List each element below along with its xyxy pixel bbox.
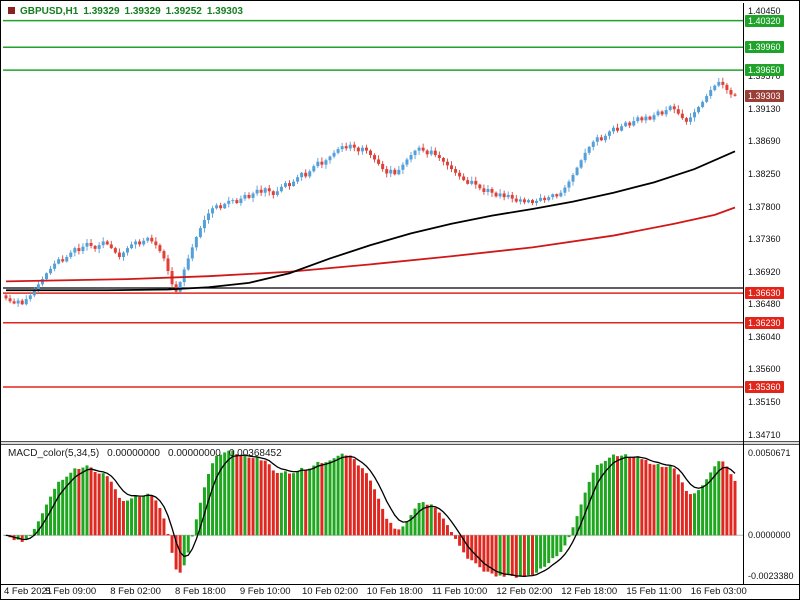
macd-tick-label: 0.0050671 (748, 448, 791, 458)
price-chart[interactable] (3, 3, 743, 441)
time-label: 12 Feb 18:00 (561, 586, 618, 597)
time-label: 4 Feb 2021 (4, 586, 53, 597)
price-tick-label: 1.39130 (748, 103, 781, 114)
time-axis[interactable]: 4 Feb 2021 5 Feb 09:00 8 Feb 02:00 8 Feb 18… (3, 586, 799, 599)
price-chart-pane[interactable] (3, 3, 743, 441)
ma-red-line (5, 206, 736, 283)
time-label: 10 Feb 18:00 (366, 586, 423, 597)
support-badge: 1.36630 (745, 287, 784, 300)
symbol-icon (8, 7, 15, 14)
ohlc-close: 1.39303 (206, 6, 243, 17)
price-tick-label: 1.39570 (748, 71, 781, 81)
support-badge: 1.36230 (745, 316, 784, 329)
price-tick-label: 1.40450 (748, 6, 781, 16)
price-tick-label: 1.38690 (748, 136, 781, 146)
resistance-badge: 1.39650 (745, 64, 784, 77)
macd-indicator-pane[interactable] (3, 445, 743, 584)
macd-chart[interactable] (3, 445, 743, 584)
macd-value-1: 0.00000000 (107, 448, 160, 459)
time-label: 10 Feb 02:00 (302, 586, 358, 597)
resistance-badge: 1.39960 (745, 41, 784, 54)
symbol-name: GBPUSD,H1 (20, 6, 79, 17)
time-label: 9 Feb 10:00 (239, 586, 291, 597)
price-tick-label: 1.37800 (748, 201, 781, 212)
macd-value-2: 0.00000000 (168, 448, 221, 459)
ma-black-line (6, 150, 736, 292)
candlestick-series (4, 77, 737, 307)
time-label: 8 Feb 02:00 (110, 586, 161, 597)
price-tick-label: 1.37360 (748, 234, 781, 245)
macd-name: MACD_color(5,34,5) (8, 448, 100, 459)
time-label: 5 Feb 09:00 (45, 586, 97, 597)
macd-indicator-label: MACD_color(5,34,5) 0.00000000 0.00000000 0.… (8, 448, 290, 459)
macd-tick-label: -0.0023380 (748, 571, 794, 581)
current-price-badge: 1.39303 (745, 89, 784, 102)
support-badge: 1.35360 (745, 380, 784, 393)
ohlc-high: 1.39329 (124, 6, 161, 17)
price-tick-label: 1.38250 (748, 168, 781, 179)
ohlc-low: 1.39252 (165, 6, 202, 17)
price-tick-label: 1.36040 (748, 331, 781, 342)
time-label: 15 Feb 11:00 (626, 586, 682, 597)
symbol-ohlc-label: GBPUSD,H1 1.39329 1.39329 1.39252 1.39303 (8, 6, 248, 17)
resistance-badge: 1.40320 (745, 14, 784, 27)
time-label: 8 Feb 18:00 (175, 586, 226, 597)
time-label: 12 Feb 02:00 (496, 586, 553, 597)
pane-bottom-border (1, 584, 799, 585)
macd-histogram (4, 450, 737, 578)
time-label: 11 Feb 10:00 (431, 586, 488, 597)
time-label: 16 Feb 03:00 (690, 586, 747, 597)
ohlc-open: 1.39329 (83, 6, 120, 17)
macd-signal-line (5, 454, 736, 578)
level-lines (3, 19, 743, 388)
price-tick-label: 1.34710 (748, 430, 781, 440)
pane-splitter[interactable] (1, 441, 799, 445)
axis-separator-line (743, 3, 744, 584)
price-tick-label: 1.35150 (748, 397, 781, 408)
price-tick-label: 1.36480 (748, 299, 781, 310)
price-tick-label: 1.35600 (748, 364, 781, 375)
macd-value-3: 0.00368452 (228, 448, 282, 459)
macd-tick-label: 0.0000000 (748, 530, 791, 541)
price-tick-label: 1.36920 (748, 266, 781, 277)
